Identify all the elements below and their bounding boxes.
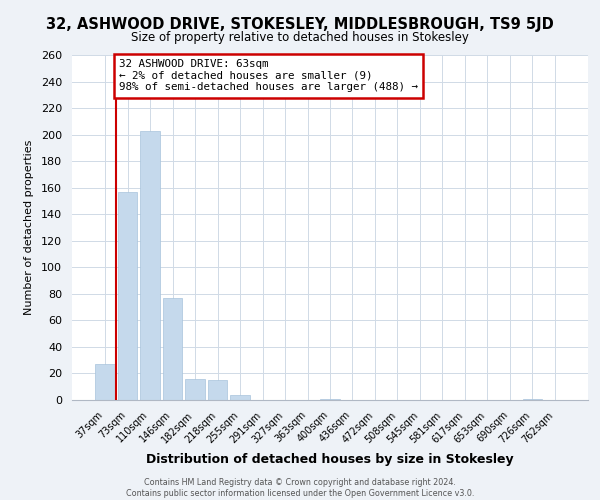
Bar: [95, 364, 115, 400]
Bar: [185, 379, 205, 400]
Y-axis label: Number of detached properties: Number of detached properties: [24, 140, 34, 315]
Bar: [140, 130, 160, 400]
Bar: [230, 394, 250, 400]
Bar: [523, 398, 542, 400]
Text: Size of property relative to detached houses in Stokesley: Size of property relative to detached ho…: [131, 31, 469, 44]
Bar: [118, 192, 137, 400]
Bar: [163, 298, 182, 400]
Text: 32 ASHWOOD DRIVE: 63sqm
← 2% of detached houses are smaller (9)
98% of semi-deta: 32 ASHWOOD DRIVE: 63sqm ← 2% of detached…: [119, 59, 418, 92]
Text: 32, ASHWOOD DRIVE, STOKESLEY, MIDDLESBROUGH, TS9 5JD: 32, ASHWOOD DRIVE, STOKESLEY, MIDDLESBRO…: [46, 18, 554, 32]
Text: Contains HM Land Registry data © Crown copyright and database right 2024.
Contai: Contains HM Land Registry data © Crown c…: [126, 478, 474, 498]
X-axis label: Distribution of detached houses by size in Stokesley: Distribution of detached houses by size …: [146, 453, 514, 466]
Bar: [320, 398, 340, 400]
Bar: [208, 380, 227, 400]
